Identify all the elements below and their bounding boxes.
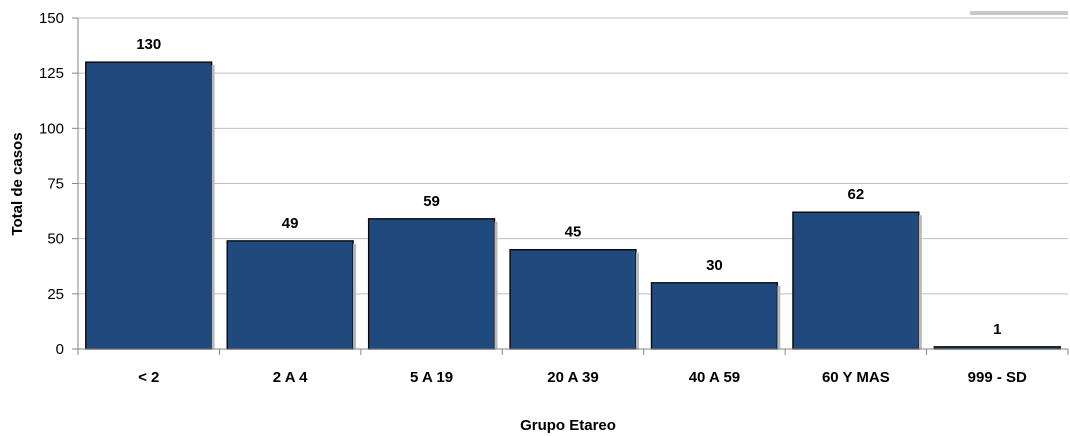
bar-shadow xyxy=(494,221,498,349)
y-tick-label: 100 xyxy=(39,120,64,137)
y-tick-label: 125 xyxy=(39,65,64,82)
axes xyxy=(72,17,1069,355)
data-label: 62 xyxy=(848,186,865,203)
bar xyxy=(85,61,213,350)
y-tick-label: 50 xyxy=(47,231,64,248)
bar-shadow xyxy=(777,285,781,349)
x-tick-label: 60 Y MAS xyxy=(822,369,890,386)
bar-shadow xyxy=(211,65,215,349)
y-tick-label: 25 xyxy=(47,286,64,303)
y-tick-label: 150 xyxy=(39,10,64,27)
data-label: 1 xyxy=(993,321,1001,338)
y-tick-label: 0 xyxy=(56,341,64,358)
data-label: 59 xyxy=(423,193,440,210)
bar xyxy=(226,240,354,350)
x-axis-title: Grupo Etareo xyxy=(520,417,616,434)
x-tick-label: 999 - SD xyxy=(968,369,1027,386)
bar-shadow xyxy=(353,243,357,349)
bar-shadow xyxy=(918,215,922,349)
bar xyxy=(509,248,637,350)
data-label: 130 xyxy=(136,36,161,53)
x-tick-label: < 2 xyxy=(138,369,159,386)
x-tick-label: 40 A 59 xyxy=(689,369,740,386)
y-axis-title: Total de casos xyxy=(9,132,26,235)
x-tick-label: 2 A 4 xyxy=(273,369,308,386)
data-label: 45 xyxy=(565,224,582,241)
bar-shadow xyxy=(635,252,639,349)
x-tick-label: 20 A 39 xyxy=(547,369,598,386)
bar xyxy=(650,282,779,350)
bar xyxy=(792,211,920,350)
x-tick-label: 5 A 19 xyxy=(410,369,453,386)
data-label: 30 xyxy=(706,257,723,274)
bars xyxy=(85,61,1061,350)
data-label: 49 xyxy=(282,215,299,232)
bar xyxy=(367,218,496,350)
y-tick-label: 75 xyxy=(47,176,64,193)
